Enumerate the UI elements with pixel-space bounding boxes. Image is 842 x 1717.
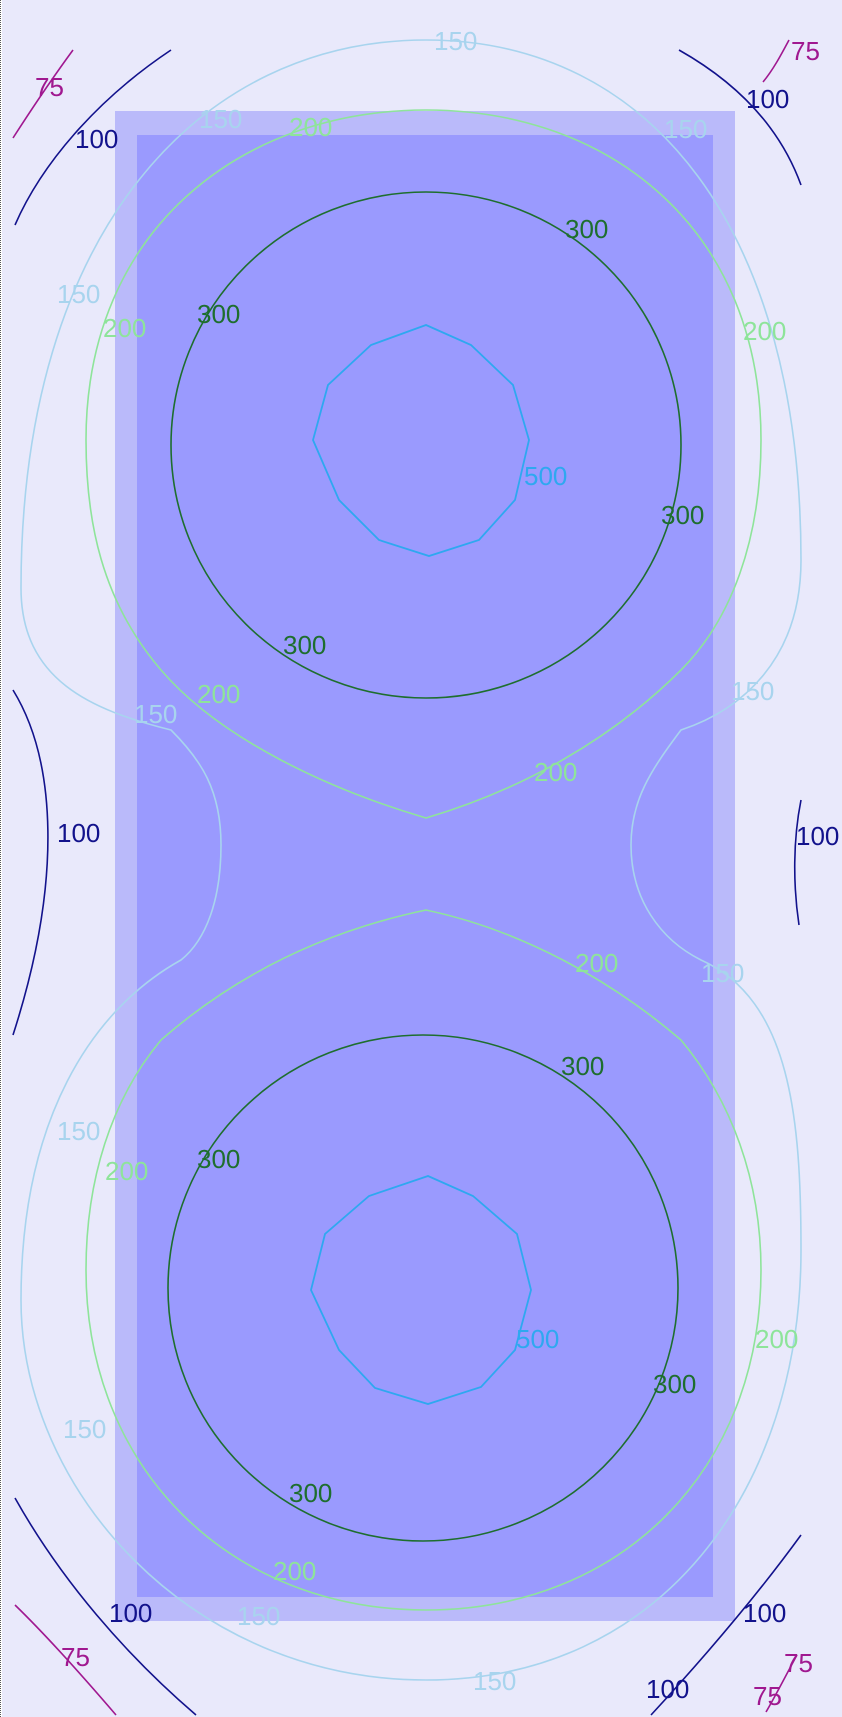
contour-line-500 bbox=[312, 324, 530, 557]
contour-label-500: 500 bbox=[516, 1324, 559, 1354]
contour-label-300: 300 bbox=[653, 1369, 696, 1399]
contour-line-200 bbox=[85, 909, 762, 1611]
contour-label-100: 100 bbox=[743, 1598, 786, 1628]
contour-line-300 bbox=[167, 1034, 679, 1542]
contour-label-100: 100 bbox=[646, 1674, 689, 1704]
contour-line-150 bbox=[20, 39, 802, 1681]
contour-label-150: 150 bbox=[701, 958, 744, 988]
contour-label-200: 200 bbox=[197, 679, 240, 709]
contour-label-200: 200 bbox=[289, 112, 332, 142]
contour-label-200: 200 bbox=[105, 1156, 148, 1186]
contour-label-200: 200 bbox=[534, 757, 577, 787]
contour-label-200: 200 bbox=[743, 316, 786, 346]
contour-label-100: 100 bbox=[746, 84, 789, 114]
contour-line-300 bbox=[170, 191, 682, 699]
room-floor bbox=[137, 135, 713, 1597]
contour-line-100 bbox=[793, 799, 802, 926]
contour-line-75 bbox=[12, 49, 74, 139]
contour-label-150: 150 bbox=[237, 1601, 280, 1631]
contour-line-100 bbox=[678, 49, 802, 186]
contour-label-300: 300 bbox=[661, 500, 704, 530]
contour-label-150: 150 bbox=[63, 1414, 106, 1444]
contour-line-500 bbox=[310, 1175, 532, 1405]
contour-label-150: 150 bbox=[731, 676, 774, 706]
contour-label-75: 75 bbox=[61, 1642, 90, 1672]
contour-label-100: 100 bbox=[796, 821, 839, 851]
contour-label-150: 150 bbox=[199, 104, 242, 134]
contour-label-300: 300 bbox=[197, 1144, 240, 1174]
contour-label-300: 300 bbox=[565, 214, 608, 244]
contour-label-150: 150 bbox=[134, 699, 177, 729]
contour-label-500: 500 bbox=[524, 461, 567, 491]
contour-label-75: 75 bbox=[784, 1648, 813, 1678]
contour-line-200 bbox=[85, 109, 762, 819]
contour-label-200: 200 bbox=[755, 1324, 798, 1354]
contour-label-150: 150 bbox=[434, 26, 477, 56]
contour-label-300: 300 bbox=[561, 1051, 604, 1081]
contour-line-75 bbox=[14, 1604, 117, 1716]
contour-label-75: 75 bbox=[35, 72, 64, 102]
contour-label-150: 150 bbox=[57, 279, 100, 309]
contour-line-100 bbox=[14, 1497, 197, 1716]
contour-label-300: 300 bbox=[197, 299, 240, 329]
contour-label-100: 100 bbox=[109, 1598, 152, 1628]
contour-line-100 bbox=[650, 1534, 802, 1716]
contour-label-150: 150 bbox=[664, 114, 707, 144]
contour-label-300: 300 bbox=[283, 630, 326, 660]
contour-label-200: 200 bbox=[575, 948, 618, 978]
contour-label-75: 75 bbox=[753, 1681, 782, 1711]
contour-label-100: 100 bbox=[75, 124, 118, 154]
contour-line-75 bbox=[762, 39, 790, 83]
contour-label-100: 100 bbox=[57, 818, 100, 848]
contour-label-300: 300 bbox=[289, 1478, 332, 1508]
contour-line-100 bbox=[12, 689, 49, 1036]
contour-label-150: 150 bbox=[57, 1116, 100, 1146]
contour-label-200: 200 bbox=[273, 1556, 316, 1586]
contour-label-200: 200 bbox=[103, 313, 146, 343]
contour-line-100 bbox=[14, 49, 172, 226]
contour-label-150: 150 bbox=[473, 1666, 516, 1696]
contour-line-75 bbox=[765, 1654, 798, 1713]
contour-label-75: 75 bbox=[791, 36, 820, 66]
